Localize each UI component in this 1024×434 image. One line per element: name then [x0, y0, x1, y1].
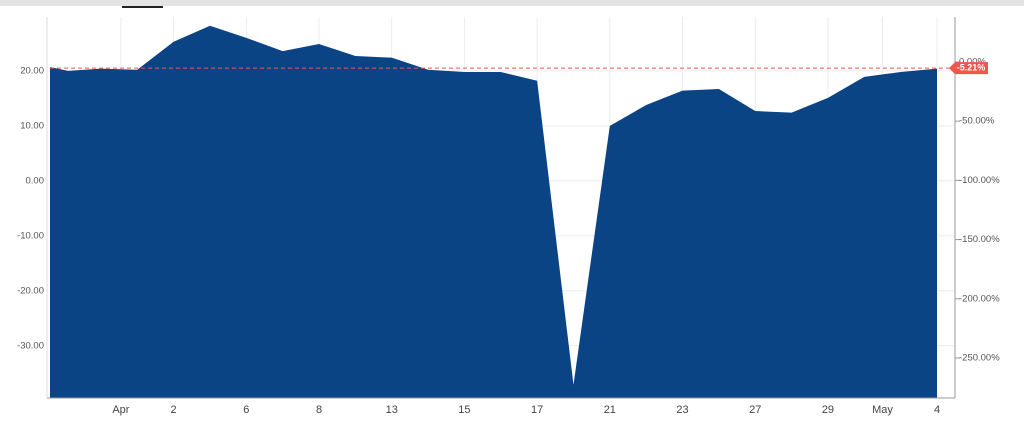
y-tick-label: 10.00 [20, 120, 44, 131]
x-tick-label: 29 [822, 404, 834, 416]
value-badge [949, 62, 988, 75]
area [50, 25, 937, 398]
top-bar [0, 0, 1024, 6]
y2-tick-label: -250.00% [959, 352, 1000, 363]
x-tick-label: 15 [458, 404, 470, 416]
x-tick-label: Apr [112, 404, 129, 416]
x-tick-label: 23 [676, 404, 688, 416]
y-tick-label: -30.00 [17, 340, 44, 351]
y-tick-label: -10.00 [17, 230, 44, 241]
y2-tick-label: -200.00% [959, 293, 1000, 304]
y-tick-label: -20.00 [17, 285, 44, 296]
tab-indicator [122, 6, 163, 8]
x-tick-label: 6 [243, 404, 249, 416]
x-tick-label: 21 [604, 404, 616, 416]
y2-tick-label: -100.00% [959, 175, 1000, 186]
x-tick-label: 4 [934, 404, 940, 416]
x-tick-label: 8 [316, 404, 322, 416]
value-badge-label: -5.21% [957, 63, 986, 73]
y2-tick-label: -50.00% [959, 116, 995, 127]
x-tick-label: 27 [749, 404, 761, 416]
y-tick-label: 0.00 [26, 175, 45, 186]
x-tick-label: 13 [386, 404, 398, 416]
y-tick-label: 20.00 [20, 65, 44, 76]
x-tick-label: 17 [531, 404, 543, 416]
x-tick-label: May [872, 404, 893, 416]
y2-tick-label: 0.00% [959, 57, 986, 68]
y2-tick-label: -150.00% [959, 234, 1000, 245]
x-tick-label: 2 [171, 404, 177, 416]
